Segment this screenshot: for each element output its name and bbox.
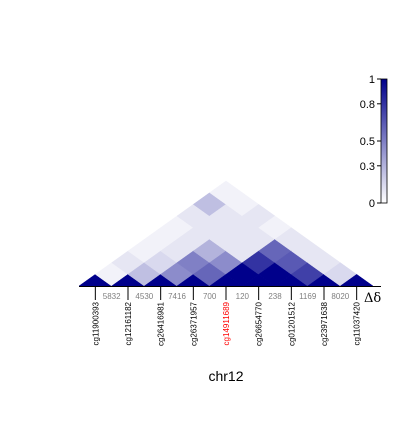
- colorbar-tick-label: 0.3: [360, 161, 375, 173]
- probe-label-cg26654770: cg26654770: [255, 301, 264, 346]
- heatmap-cells: [78, 180, 374, 287]
- probe-label-cg26416981: cg26416981: [157, 301, 166, 346]
- distance-label: 238: [268, 292, 282, 301]
- distance-label: 8020: [331, 292, 349, 301]
- distance-label: 120: [236, 292, 250, 301]
- colorbar: 0 0.3 0.5 0.8 1: [360, 74, 388, 210]
- distance-labels: 5832 4530 7416 700 120 238 1169 8020: [103, 292, 350, 301]
- probe-label-cg14911689: cg14911689: [222, 301, 231, 345]
- colorbar-tick-label: 0.5: [360, 136, 375, 148]
- x-axis-label: chr12: [208, 368, 243, 384]
- colorbar-tick-label: 0: [369, 198, 375, 210]
- probe-label-cg11900393: cg11900393: [91, 301, 100, 345]
- probe-label-cg01201512: cg01201512: [287, 301, 296, 346]
- probe-label-cg23971638: cg23971638: [320, 301, 329, 346]
- probe-label-cg26371957: cg26371957: [189, 301, 198, 346]
- colorbar-tick-label: 1: [369, 74, 375, 86]
- distance-label: 7416: [168, 292, 186, 301]
- position-axis: [79, 286, 381, 300]
- probe-label-cg11037420: cg11037420: [353, 301, 362, 345]
- probe-label-cg12161182: cg12161182: [124, 301, 133, 345]
- distance-label: 4530: [135, 292, 153, 301]
- distance-label: 700: [203, 292, 217, 301]
- colorbar-tick-label: 0.8: [360, 99, 375, 111]
- distance-label: 5832: [103, 292, 121, 301]
- distance-label: 1169: [299, 292, 317, 301]
- delta-label: Δδ: [364, 291, 381, 306]
- probe-labels: cg11900393 cg12161182 cg26416981 cg26371957…: [91, 301, 361, 346]
- colorbar-gradient: [380, 78, 388, 204]
